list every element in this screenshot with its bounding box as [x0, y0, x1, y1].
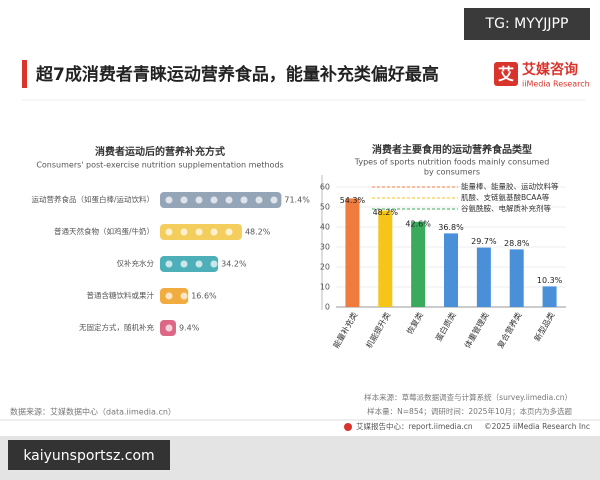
category-label: 普通天然食物（如鸡蛋/牛奶）	[54, 226, 154, 236]
bar	[411, 221, 426, 307]
y-tick-label: 40	[320, 223, 330, 232]
icon-bar	[160, 288, 189, 304]
y-tick-label: 30	[320, 243, 330, 252]
bottom-watermark-box	[8, 440, 170, 470]
icon-bar	[160, 192, 282, 208]
x-tick-label: 新型品类	[532, 310, 557, 343]
x-tick-label: 蛋白质类	[433, 310, 458, 343]
page-title: 超7成消费者青睐运动营养食品，能量补充类偏好最高	[36, 64, 439, 85]
value-label: 54.3%	[340, 196, 366, 205]
bar	[542, 286, 557, 307]
value-label: 48.2%	[245, 228, 271, 237]
value-label: 29.7%	[471, 237, 497, 246]
x-tick-label: 机能提升类	[364, 310, 393, 350]
icon-dot	[165, 324, 173, 332]
annotation: 能量棒、能量胶、运动饮料等	[461, 181, 559, 191]
bar	[345, 198, 360, 307]
category-label: 普通含糖饮料或果汁	[87, 290, 155, 300]
icon-dot	[165, 196, 173, 204]
x-tick-label: 恢复类	[404, 310, 425, 336]
icon-dot	[210, 196, 218, 204]
watermark: TG: MYYJJPP	[485, 16, 569, 32]
icon-dot	[165, 292, 173, 300]
bottom-watermark: kaiyunsportsz.com	[23, 448, 154, 464]
x-tick-label: 复合营养类	[495, 310, 524, 350]
icon-dot	[195, 228, 203, 236]
title-accent	[22, 60, 27, 88]
icon-dot	[195, 260, 203, 268]
sample-source: 样本来源：草莓派数据调查与计算系统（survey.iimedia.cn）	[364, 392, 572, 402]
icon-dot	[180, 196, 188, 204]
source-note: 数据来源：艾媒数据中心（data.iimedia.cn）	[10, 407, 176, 417]
bar	[444, 233, 458, 307]
value-label: 9.4%	[179, 324, 200, 333]
watermark-box	[464, 8, 590, 40]
value-label: 36.8%	[438, 223, 464, 232]
icon-dot	[225, 228, 233, 236]
category-label: 仅补充水分	[117, 258, 155, 268]
right-subtitle: by consumers	[424, 168, 480, 177]
x-tick-label: 体重管理类	[462, 310, 491, 350]
annotation: 肌酸、支链氨基酸BCAA等	[461, 192, 550, 202]
icon-dot	[180, 228, 188, 236]
logo-box	[494, 62, 518, 86]
icon-dot	[165, 228, 173, 236]
value-label: 48.2%	[373, 208, 399, 217]
left-subtitle: Consumers' post-exercise nutrition suppl…	[36, 161, 283, 170]
y-tick-label: 50	[320, 203, 330, 212]
y-tick-label: 60	[320, 183, 330, 192]
icon-dot	[270, 196, 278, 204]
icon-dot	[255, 196, 263, 204]
logo-mark: 艾	[498, 65, 514, 84]
icon-dot	[225, 196, 233, 204]
annotation: 谷氨酰胺、电解质补充剂等	[461, 203, 551, 213]
icon-dot	[165, 260, 173, 268]
copyright: ©2025 iiMedia Research Inc	[484, 422, 590, 431]
value-label: 34.2%	[221, 260, 247, 269]
logo-name: 艾媒咨询	[522, 61, 578, 78]
y-tick-label: 20	[320, 263, 330, 272]
icon-dot	[210, 228, 218, 236]
value-label: 28.8%	[504, 239, 530, 248]
value-label: 16.6%	[191, 292, 217, 301]
bar	[476, 247, 491, 307]
value-label: 10.3%	[537, 276, 563, 285]
sample-size: 样本量：N=854；调研时间：2025年10月；本页内为多选题	[367, 406, 572, 416]
value-label: 42.6%	[405, 219, 431, 228]
left-title: 消费者运动后的营养补充方式	[95, 145, 225, 158]
icon-dot	[195, 196, 203, 204]
icon-dot	[180, 260, 188, 268]
right-title: 消费者主要食用的运动营养食品类型	[372, 143, 532, 156]
y-tick-label: 10	[320, 283, 330, 292]
icon-dot	[240, 196, 248, 204]
report-center: 艾媒报告中心：report.iimedia.cn	[356, 421, 473, 431]
right-subtitle: Types of sports nutrition foods mainly c…	[354, 158, 550, 167]
category-label: 无固定方式，随机补充	[79, 322, 154, 332]
icon-dot	[210, 260, 218, 268]
bar	[509, 249, 524, 307]
y-tick-label: 0	[325, 303, 330, 312]
logo-en: iiMedia Research	[522, 80, 590, 89]
icon-dot	[180, 292, 188, 300]
x-tick-label: 能量补充类	[331, 310, 360, 350]
footer-icon	[344, 423, 352, 431]
icon-bar	[160, 256, 219, 272]
category-label: 运动营养食品（如蛋白棒/运动饮料）	[31, 194, 154, 204]
bar	[378, 210, 393, 307]
value-label: 71.4%	[284, 196, 310, 205]
